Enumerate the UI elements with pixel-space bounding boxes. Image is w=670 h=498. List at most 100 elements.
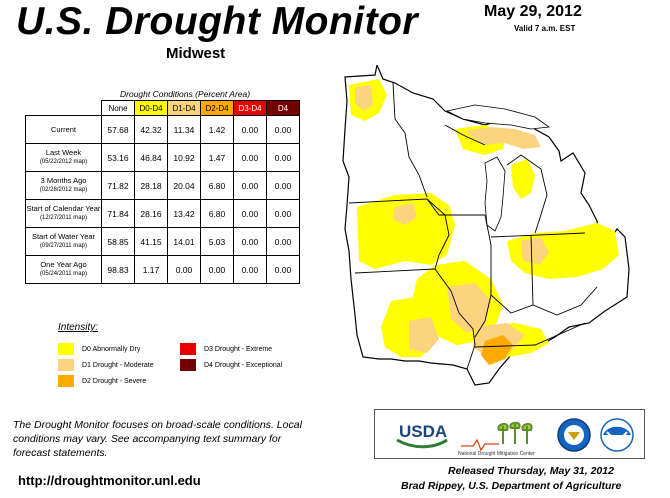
boundary-ky-tn bbox=[474, 322, 586, 348]
d0-area-mi-lp bbox=[511, 159, 535, 199]
table-cell: 0.00 bbox=[266, 143, 300, 172]
boundary-wi-il bbox=[426, 198, 485, 216]
table-cell: 14.01 bbox=[167, 227, 201, 256]
col-d2-d4: D2-D4 bbox=[200, 100, 234, 116]
table-cell: 0.00 bbox=[233, 115, 267, 144]
table-cell: 0.00 bbox=[233, 199, 267, 228]
table-cell: 71.82 bbox=[101, 171, 135, 200]
region-name: Midwest bbox=[166, 45, 226, 62]
d1-area-mn-north bbox=[355, 85, 373, 111]
table-cell: 5.03 bbox=[200, 227, 234, 256]
table-caption: Drought Conditions (Percent Area) bbox=[120, 89, 251, 99]
legend-swatch bbox=[180, 359, 196, 371]
partner-logos: USDA National Drought Mitigation Center bbox=[374, 409, 645, 459]
table-cell: 0.00 bbox=[233, 227, 267, 256]
row-label: Current bbox=[25, 115, 102, 144]
boundary-mo-il bbox=[434, 268, 476, 370]
table-cell: 6.80 bbox=[200, 199, 234, 228]
table-cell: 10.92 bbox=[167, 143, 201, 172]
legend-label: D3 Drought - Extreme bbox=[204, 345, 273, 353]
row-label-text: Start of Water Year bbox=[31, 232, 96, 241]
d1-areas bbox=[355, 85, 549, 357]
legend-swatch bbox=[180, 343, 196, 355]
boundary-mn-ia bbox=[348, 198, 428, 204]
row-label: Last Week (05/22/2012 map) bbox=[25, 143, 102, 172]
boundary-mi-lower bbox=[506, 154, 548, 234]
row-label-date: (05/24/2011 map) bbox=[40, 270, 87, 277]
legend-item-d2: D2 Drought - Severe bbox=[58, 375, 146, 387]
ndmc-tree-icon bbox=[497, 421, 533, 444]
map-date: May 29, 2012 bbox=[484, 3, 582, 20]
col-d3-d4: D3-D4 bbox=[233, 100, 267, 116]
usda-logo: USDA bbox=[396, 422, 448, 449]
state-boundaries bbox=[348, 82, 598, 370]
d2-areas bbox=[481, 335, 513, 365]
legend-swatch bbox=[58, 359, 74, 371]
legend-item-d3: D3 Drought - Extreme bbox=[180, 343, 272, 355]
d1-area-up-mi bbox=[465, 127, 541, 149]
table-cell: 0.00 bbox=[233, 255, 267, 284]
legend-label: D2 Drought - Severe bbox=[82, 377, 147, 385]
boundary-in-oh bbox=[530, 234, 534, 306]
table-cell: 71.84 bbox=[101, 199, 135, 228]
table-cell: 1.42 bbox=[200, 115, 234, 144]
col-d0-d4: D0-D4 bbox=[134, 100, 168, 116]
d1-area-ia bbox=[393, 203, 417, 225]
noaa-seal bbox=[600, 418, 634, 452]
table-cell: 0.00 bbox=[266, 199, 300, 228]
col-d4: D4 bbox=[266, 100, 300, 116]
ndmc-logo-text: National Drought Mitigation Center bbox=[458, 451, 535, 457]
row-label-text: Current bbox=[50, 124, 76, 134]
author: Brad Rippey, U.S. Department of Agricult… bbox=[401, 480, 622, 492]
table-cell: 1.47 bbox=[200, 143, 234, 172]
disclaimer-note: The Drought Monitor focuses on broad-sca… bbox=[13, 418, 313, 460]
page-title: U.S. Drought Monitor bbox=[16, 0, 419, 43]
table-cell: 46.84 bbox=[134, 143, 168, 172]
legend-label: D1 Drought - Moderate bbox=[82, 361, 154, 369]
table-cell: 0.00 bbox=[266, 255, 300, 284]
d0-area-ia-band bbox=[357, 193, 455, 269]
website-link[interactable]: http://droughtmonitor.unl.edu bbox=[18, 473, 201, 488]
usda-logo-text: USDA bbox=[399, 422, 447, 441]
logos-graphic: USDA National Drought Mitigation Center bbox=[396, 418, 634, 457]
usda-logo-swoosh bbox=[396, 438, 448, 449]
legend-item-d0: D0 Abnormally Dry bbox=[58, 343, 140, 355]
row-label-text: 3 Months Ago bbox=[40, 176, 87, 185]
row-label: 3 Months Ago (02/28/2012 map) bbox=[25, 171, 102, 200]
boundary-mi-in-oh bbox=[490, 232, 586, 238]
legend-item-d1: D1 Drought - Moderate bbox=[58, 359, 154, 371]
legend-label: D4 Drought - Exceptional bbox=[204, 361, 283, 369]
boundary-ia-il bbox=[426, 198, 450, 270]
disclaimer-text: The Drought Monitor focuses on broad-sca… bbox=[13, 419, 302, 459]
legend-label: D0 Abnormally Dry bbox=[82, 345, 141, 353]
col-d1-d4: D1-D4 bbox=[167, 100, 201, 116]
row-label: One Year Ago (05/24/2011 map) bbox=[25, 255, 102, 284]
table-row: Start of Calendar Year (12/27/2011 map) 71… bbox=[25, 199, 300, 228]
d1-area-mo-se bbox=[409, 317, 439, 353]
table-row: 3 Months Ago (02/28/2012 map) 71.82 28.18 20… bbox=[25, 171, 300, 200]
row-label-text: One Year Ago bbox=[40, 260, 87, 269]
table-row: Start of Water Year (09/27/2011 map) 58.85… bbox=[25, 227, 300, 256]
table-cell: 53.16 bbox=[101, 143, 135, 172]
table-cell: 20.04 bbox=[167, 171, 201, 200]
ndmc-wave-icon bbox=[461, 438, 499, 452]
row-label-date: (05/22/2012 map) bbox=[39, 158, 88, 165]
lake-michigan bbox=[484, 156, 506, 232]
table-cell: 41.15 bbox=[134, 227, 168, 256]
table-row: One Year Ago (05/24/2011 map) 98.83 1.17 0.0… bbox=[25, 255, 300, 284]
row-label: Start of Calendar Year (12/27/2011 map) bbox=[25, 199, 102, 228]
d1-area-il-south bbox=[447, 283, 491, 333]
table-cell: 28.16 bbox=[134, 199, 168, 228]
doc-seal bbox=[557, 418, 591, 452]
boundary-oh-ky bbox=[490, 286, 598, 316]
table-cell: 0.00 bbox=[266, 171, 300, 200]
table-header-row: None D0-D4 D1-D4 D2-D4 D3-D4 D4 bbox=[26, 100, 300, 116]
midwest-drought-map bbox=[342, 65, 630, 386]
table-cell: 98.83 bbox=[101, 255, 135, 284]
table-row: Current 57.68 42.32 11.34 1.42 0.00 0.00 bbox=[25, 115, 300, 144]
table-cell: 0.00 bbox=[266, 227, 300, 256]
row-label-text: Last Week bbox=[45, 148, 82, 157]
table-cell: 0.00 bbox=[167, 255, 201, 284]
d2-area-ky-west bbox=[481, 335, 513, 365]
table-cell: 0.00 bbox=[200, 255, 234, 284]
